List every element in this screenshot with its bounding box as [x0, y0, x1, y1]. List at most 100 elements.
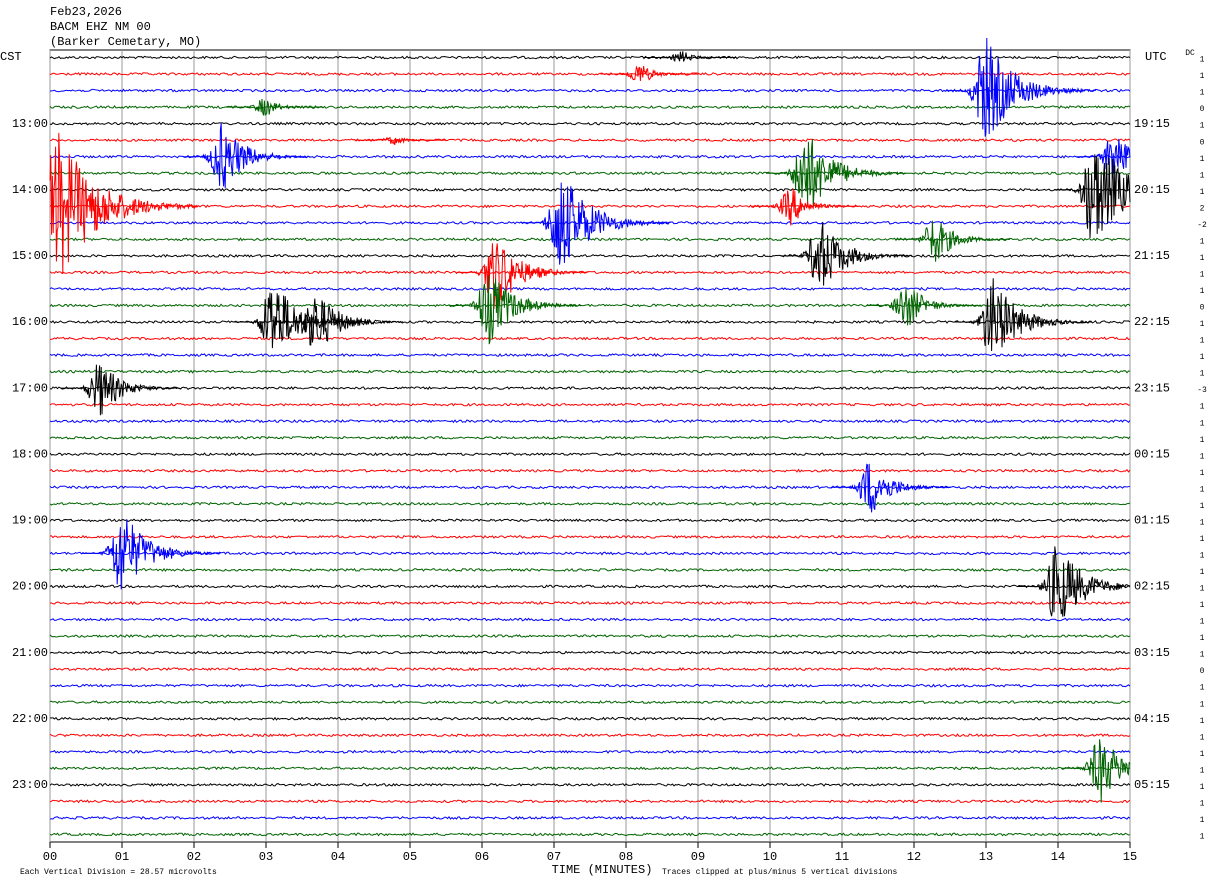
trace: [49, 683, 1131, 688]
cst-label: 16:00: [12, 315, 48, 329]
dc-offset: 1: [1200, 320, 1205, 329]
seismic-event: [449, 275, 582, 345]
trace: [49, 667, 1131, 672]
dc-offset: 1: [1200, 89, 1205, 98]
utc-label: 23:15: [1134, 381, 1170, 395]
trace: [49, 402, 1131, 407]
seismic-event: [1075, 138, 1131, 179]
trace: [49, 154, 1131, 159]
utc-label: 01:15: [1134, 514, 1170, 528]
dc-offset: 1: [1200, 188, 1205, 197]
dc-offset: 1: [1200, 799, 1205, 808]
x-tick-label: 08: [619, 850, 633, 864]
trace: [49, 700, 1131, 705]
dc-offset: 1: [1200, 419, 1205, 428]
seismic-event: [226, 98, 323, 116]
trace: [49, 171, 1131, 176]
trace: [49, 749, 1131, 754]
x-tick-label: 05: [403, 850, 417, 864]
cst-label: 17:00: [12, 381, 48, 395]
dc-offset: 1: [1200, 337, 1205, 346]
location: (Barker Cemetary, MO): [50, 35, 201, 49]
trace: [49, 319, 1131, 325]
dc-offset: 1: [1200, 122, 1205, 131]
trace: [49, 138, 1131, 143]
trace: [49, 534, 1131, 539]
seismic-event: [521, 182, 672, 265]
seismic-event: [751, 188, 860, 226]
x-tick-label: 07: [547, 850, 561, 864]
dc-offset: 1: [1200, 155, 1205, 164]
plot-frame: [49, 49, 1131, 843]
dc-offset: 2: [1200, 204, 1205, 213]
dc-offset: 1: [1200, 469, 1205, 478]
dc-offset: 1: [1200, 783, 1205, 792]
cst-label: 21:00: [12, 646, 48, 660]
seismic-event: [1054, 154, 1131, 239]
x-tick-label: 06: [475, 850, 489, 864]
cst-label: 20:00: [12, 580, 48, 594]
cst-label: 23:00: [12, 778, 48, 792]
dc-offset: 1: [1200, 502, 1205, 511]
trace: [49, 518, 1131, 523]
trace: [49, 799, 1131, 804]
dc-offset: 1: [1200, 254, 1205, 263]
trace: [49, 187, 1131, 192]
x-tick-label: 00: [43, 850, 57, 864]
trace: [49, 634, 1131, 639]
seismic-event: [953, 278, 1092, 352]
trace: [49, 55, 1131, 60]
trace: [49, 88, 1131, 93]
seismic-event: [1018, 546, 1131, 617]
cst-label: 15:00: [12, 249, 48, 263]
seismic-event: [182, 123, 311, 189]
seismic-event: [276, 298, 404, 346]
dc-offset: 1: [1200, 618, 1205, 627]
scale-note: Each Vertical Division = 28.57 microvolt…: [20, 868, 217, 877]
trace: [49, 766, 1131, 771]
utc-label: 20:15: [1134, 183, 1170, 197]
dc-offset: 1: [1200, 452, 1205, 461]
dc-offset: 1: [1200, 72, 1205, 81]
trace: [49, 353, 1131, 358]
clip-note: Traces clipped at plus/minus 5 vertical …: [662, 868, 897, 877]
dc-offset: 1: [1200, 518, 1205, 527]
dc-offset: 0: [1200, 138, 1205, 147]
utc-label: 03:15: [1134, 646, 1170, 660]
dc-offset: 0: [1200, 105, 1205, 114]
dc-offset: 1: [1200, 816, 1205, 825]
trace: [49, 270, 1131, 275]
cst-label: 13:00: [12, 117, 48, 131]
dc-offset: 1: [1200, 717, 1205, 726]
x-tick-label: 11: [835, 850, 849, 864]
x-tick-label: 12: [907, 850, 921, 864]
seismic-event: [895, 220, 1010, 262]
date: Feb23,2026: [50, 5, 122, 19]
x-tick-label: 10: [763, 850, 777, 864]
x-tick-label: 01: [115, 850, 129, 864]
cst-label: 22:00: [12, 712, 48, 726]
trace: [49, 551, 1131, 556]
utc-label: 00:15: [1134, 447, 1170, 461]
dc-offset: 1: [1200, 353, 1205, 362]
trace: [49, 782, 1131, 787]
trace: [49, 419, 1131, 424]
trace: [49, 105, 1131, 110]
station: BACM EHZ NM 00: [50, 20, 151, 34]
trace: [49, 369, 1131, 374]
dc-offset: 1: [1200, 485, 1205, 494]
trace: [49, 617, 1131, 622]
trace: [49, 733, 1131, 738]
x-tick-label: 13: [979, 850, 993, 864]
trace: [49, 386, 1131, 391]
trace: [49, 286, 1131, 292]
trace: [49, 650, 1131, 655]
dc-offset: 1: [1200, 370, 1205, 379]
left-timezone: CST: [0, 50, 22, 64]
dc-offset: 1: [1200, 287, 1205, 296]
trace: [49, 832, 1131, 837]
seismic-event: [60, 364, 181, 416]
seismic-event: [82, 519, 221, 590]
utc-label: 19:15: [1134, 117, 1170, 131]
dc-offset: 1: [1200, 651, 1205, 660]
